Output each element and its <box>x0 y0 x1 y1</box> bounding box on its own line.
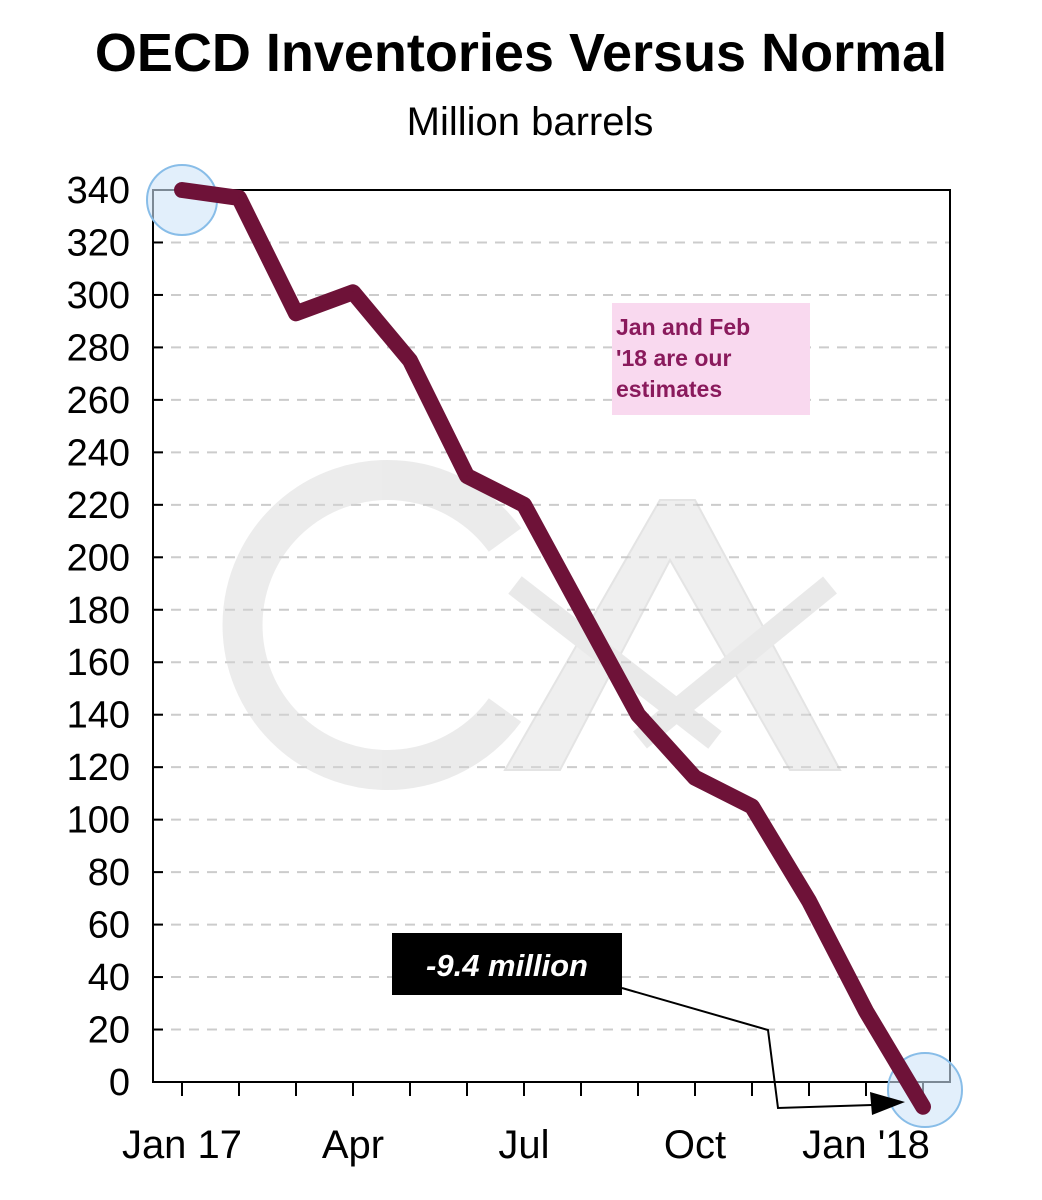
y-tick-label: 20 <box>88 1010 130 1052</box>
callout-box <box>392 933 622 995</box>
data-point <box>523 503 525 506</box>
y-tick-label: 80 <box>88 852 130 894</box>
y-tick-label: 300 <box>67 275 130 317</box>
x-tick-label: Apr <box>322 1123 384 1167</box>
y-tick-label: 100 <box>67 800 130 842</box>
y-tick-label: 200 <box>67 537 130 579</box>
watermark-logo <box>222 460 842 790</box>
data-point <box>352 291 354 294</box>
y-tick-label: 180 <box>67 590 130 632</box>
data-point <box>694 776 696 779</box>
plot-frame <box>152 189 951 1083</box>
chart-subtitle: Million barrels <box>406 100 654 144</box>
gridlines <box>153 241 950 1031</box>
y-tick-label: 320 <box>67 222 130 264</box>
data-point <box>409 359 411 362</box>
y-tick-label: 340 <box>67 170 130 212</box>
y-tick-label: 120 <box>67 747 130 789</box>
callout-leader <box>621 987 873 1110</box>
annotations: Jan and Feb '18 are our estimates -9.4 mill… <box>392 303 905 1115</box>
y-axis: 0 20 40 60 80 100 120 140 160 180 200 220 240 260 280 3… <box>67 170 163 1104</box>
series-line <box>174 182 931 1115</box>
y-tick-label: 40 <box>88 957 130 999</box>
data-point <box>238 196 240 199</box>
estimates-note-line: '18 are our <box>616 345 731 371</box>
x-tick-label: Jul <box>498 1123 549 1167</box>
data-point <box>751 805 753 808</box>
y-tick-label: 160 <box>67 642 130 684</box>
data-point <box>580 608 582 611</box>
y-tick-label: 220 <box>67 485 130 527</box>
data-points <box>181 189 924 1108</box>
y-tick-label: 0 <box>109 1062 130 1104</box>
callout-arrowhead <box>870 1092 905 1115</box>
y-tick-label: 240 <box>67 432 130 474</box>
chart-title: OECD Inventories Versus Normal <box>94 23 948 83</box>
y-tick-label: 280 <box>67 327 130 369</box>
y-tick-label: 60 <box>88 905 130 947</box>
x-tick-label: Jan 17 <box>122 1123 242 1167</box>
estimates-note-line: Jan and Feb <box>616 314 750 340</box>
estimates-note-line: estimates <box>616 376 722 402</box>
y-tick-label: 260 <box>67 380 130 422</box>
y-tick-label: 140 <box>67 695 130 737</box>
x-tick-label: Jan '18 <box>802 1123 930 1167</box>
data-point <box>637 713 639 716</box>
data-point <box>865 1010 867 1013</box>
data-point <box>295 312 297 315</box>
data-point <box>181 189 183 191</box>
data-point <box>922 1105 924 1108</box>
callout-label: -9.4 million <box>426 948 588 983</box>
estimates-note-box <box>612 303 810 415</box>
x-tick-label: Oct <box>664 1123 726 1167</box>
x-axis: Jan 17 Apr Jul Oct Jan '18 <box>122 1082 930 1167</box>
data-point <box>466 475 468 477</box>
data-point <box>808 900 810 902</box>
